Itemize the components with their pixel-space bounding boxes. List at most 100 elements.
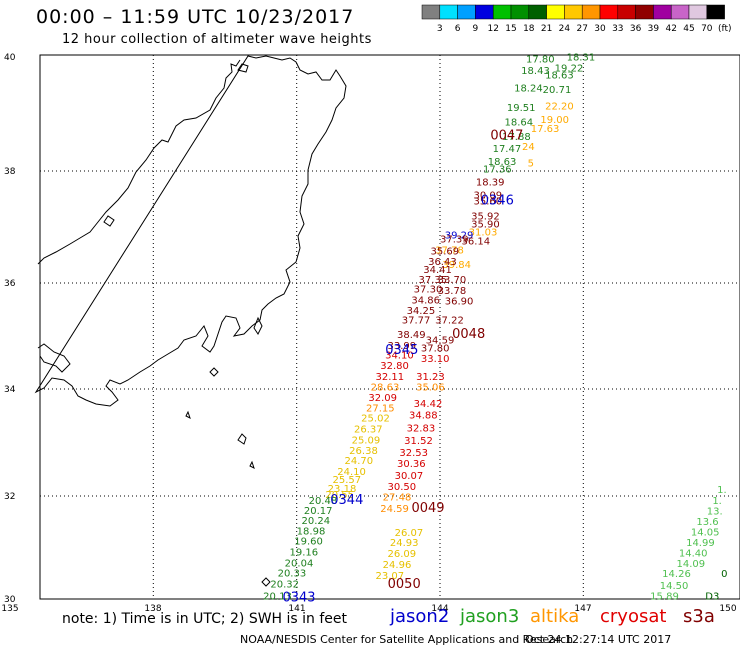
lat-label-36: 36	[4, 279, 16, 289]
swh-label: 34.86	[411, 296, 440, 307]
colorbar-swatch	[564, 4, 583, 20]
swh-label: 17.47	[493, 144, 522, 155]
swh-label: 27.15	[366, 403, 395, 414]
lat-label-32: 32	[4, 492, 15, 502]
swh-label: 30.07	[395, 471, 424, 482]
swh-label: 19.00	[540, 115, 569, 126]
colorbar-tick-label: 24	[559, 24, 571, 34]
swh-label: 18.64	[504, 118, 533, 129]
swh-label: 17.80	[526, 55, 555, 66]
pass-label: 0048	[452, 327, 485, 342]
swh-label: 27.48	[383, 493, 412, 504]
track-jason3-east: 1.1.13.13.614.0514.9914.4014.0914.2614.5…	[650, 485, 726, 603]
swh-label: 26.38	[349, 446, 378, 457]
map-title: 00:00 – 11:59 UTC 10/23/2017	[36, 6, 355, 28]
tokyo-bay	[253, 316, 263, 335]
swh-label: 20.17	[304, 506, 333, 517]
swh-label: 37.77	[402, 316, 431, 327]
colorbar-tick-label: 12	[487, 24, 498, 34]
colorbar-swatch	[439, 4, 458, 20]
swh-label: 13.6	[696, 517, 718, 528]
swh-label: 0	[721, 569, 727, 580]
track-jason2: 39.29	[445, 230, 474, 241]
lon-label-147: 147	[574, 604, 591, 614]
swh-label: 22.20	[545, 101, 574, 112]
swh-label: 18.24	[514, 83, 543, 94]
swh-label: 24.96	[383, 560, 412, 571]
swh-label: 36.90	[445, 297, 474, 308]
swh-label: 25.02	[361, 414, 390, 425]
island-5	[249, 460, 255, 469]
island-1	[103, 215, 115, 227]
coastline	[34, 55, 347, 587]
pass-label: 0344	[330, 493, 363, 508]
colorbar: 3 6 9 12 15 18 21 24 27 30 33 36 39 42 45 70 (ft)	[421, 4, 732, 34]
lat-label-34: 34	[4, 385, 16, 395]
swh-label: 24.10	[337, 467, 366, 478]
swh-label: 34.59	[426, 335, 455, 346]
lon-label-138: 138	[144, 604, 161, 614]
swh-label: 17.63	[531, 124, 560, 135]
colorbar-swatch	[635, 4, 654, 20]
swh-label: 1.	[712, 496, 722, 507]
track-altika-yellow: 25.0226.3725.0926.3824.7024.1025.5723.18…	[325, 414, 423, 582]
lat-axis-labels: 40 38 36 34 32 30	[4, 53, 16, 605]
swh-label: 36.14	[461, 236, 490, 247]
swh-label: 39.29	[445, 230, 474, 241]
swh-label: 20.13	[263, 592, 292, 603]
colorbar-tick-label: 42	[665, 24, 676, 34]
swh-label: 17.88	[502, 132, 531, 143]
swh-label: 20.24	[301, 516, 330, 527]
colorbar-swatch	[510, 4, 530, 20]
swh-label: 30.50	[387, 482, 416, 493]
swh-label: 33.10	[421, 354, 450, 365]
lon-label-150: 150	[719, 604, 736, 614]
swh-label: 26.07	[395, 528, 424, 539]
swh-label: 34.88	[409, 410, 438, 421]
lat-label-40: 40	[4, 53, 16, 63]
track-jason3-south: 20.4820.1720.2418.9819.6019.1620.0420.33…	[263, 496, 337, 603]
swh-label: 23.07	[375, 571, 404, 582]
swh-label: 24.93	[390, 538, 419, 549]
swh-label: 32.53	[399, 448, 428, 459]
colorbar-swatch	[492, 4, 512, 20]
swh-label: 13.	[707, 507, 723, 518]
lon-label-135: 135	[1, 604, 18, 614]
colorbar-tick-label: 9	[473, 24, 479, 34]
swh-label: 5	[528, 159, 534, 170]
credit-text: NOAA/NESDIS Center for Satellite Applica…	[240, 633, 574, 646]
colorbar-swatch	[528, 4, 547, 20]
swh-label: 34.25	[407, 306, 436, 317]
swh-label: 24.70	[344, 456, 373, 467]
swh-label: 35.69	[430, 247, 459, 258]
colorbar-tick-label: 70	[701, 24, 713, 34]
swh-label: 14.99	[686, 538, 715, 549]
swh-label: 14.05	[691, 527, 720, 538]
swh-label: 26.37	[354, 425, 383, 436]
island-6	[261, 577, 271, 587]
swh-label: 37.78	[435, 246, 464, 257]
legend-cryosat: cryosat	[600, 606, 667, 627]
swh-label: 19.16	[289, 548, 318, 559]
swh-label: 37.22	[435, 316, 464, 327]
swh-label: 33.78	[438, 286, 467, 297]
lon-label-144: 144	[431, 604, 448, 614]
legend-s3a: s3a	[683, 606, 715, 627]
swh-label: 31.03	[469, 228, 498, 239]
colorbar-tick-label: 3	[437, 24, 443, 34]
swh-label: 18.31	[567, 52, 596, 63]
track-s3a-east: 0 D3	[705, 569, 727, 602]
map-frame	[39, 54, 740, 600]
swh-label: 33.70	[438, 275, 467, 286]
pass-label: 0345	[385, 343, 418, 358]
island-7	[185, 410, 191, 419]
swh-label: 35.90	[471, 219, 500, 230]
pass-label: 0343	[282, 591, 315, 606]
swh-label: 20.48	[309, 496, 338, 507]
swh-label: 32.09	[368, 393, 397, 404]
swh-label: 28.63	[371, 383, 400, 394]
colorbar-tick-label: 33	[612, 24, 623, 34]
swh-label: 38.49	[397, 330, 426, 341]
